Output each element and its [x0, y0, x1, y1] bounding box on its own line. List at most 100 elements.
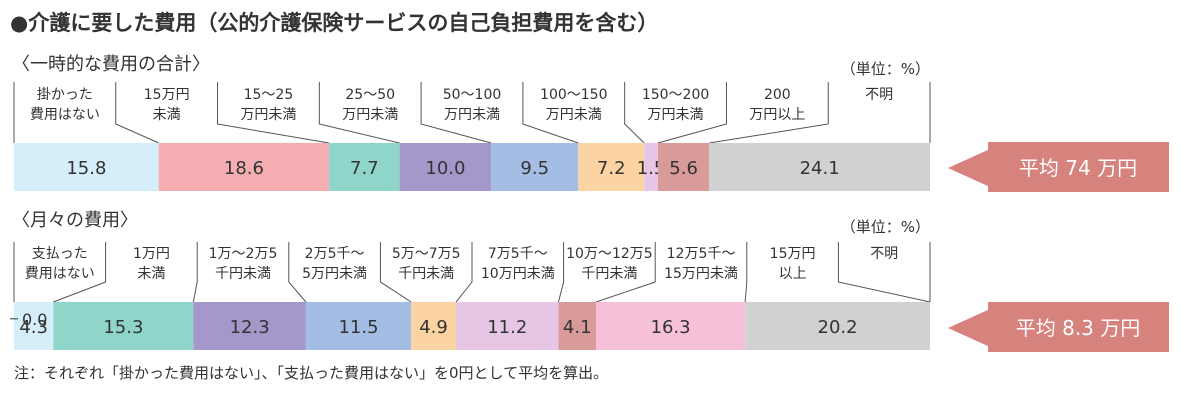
chart-title: ●介護に要した費用（公的介護保険サービスの自己負担費用を含む）: [10, 11, 658, 35]
chart2-category-label: 以上: [779, 266, 807, 282]
chart1-value-label: 15.8: [66, 158, 106, 179]
chart2-category-label: 5万円未満: [302, 266, 367, 282]
chart2-category-label: 15万円: [770, 246, 816, 262]
chart2-bar-segment: [595, 302, 746, 350]
chart2-bar-segment: [14, 302, 54, 350]
chart1-value-label: 7.7: [350, 158, 379, 179]
chart1-value-label: 9.5: [520, 158, 549, 179]
chart1-separator-line: [709, 82, 829, 144]
chart2-subtitle: 〈月々の費用〉: [12, 210, 138, 231]
chart2-bar-segment: [305, 302, 412, 350]
chart2-category-label: 7万5千～: [488, 246, 548, 262]
chart1-category-label: 不明: [865, 87, 893, 103]
chart2-value-label: 4.3: [19, 317, 48, 338]
chart2-separator-line: [379, 242, 412, 303]
chart2-category-label: 12万5千～: [667, 246, 736, 262]
chart1-value-label: 24.1: [800, 158, 840, 179]
chart2-value-label: 4.9: [419, 317, 448, 338]
chart2-separator-line: [837, 242, 931, 303]
chart1-separator-line: [624, 82, 645, 144]
chart2-category-label: 千円未満: [398, 266, 454, 282]
chart2-value-label: 11.5: [338, 317, 378, 338]
chart1-category-label: 未満: [153, 107, 181, 123]
chart1-value-label: 10.0: [425, 158, 465, 179]
chart2-bar-segment: [745, 302, 930, 350]
chart1-bar-segment: [578, 143, 645, 191]
chart2-separator-line: [595, 242, 656, 303]
chart1-separator-line: [115, 82, 159, 144]
chart1-unit: （単位：%）: [841, 60, 930, 78]
chart1-category-label: 25～50: [345, 87, 395, 103]
chart1-separator-line: [217, 82, 330, 144]
chart2-separator-line: [192, 242, 198, 303]
chart2-unit: （単位：%）: [841, 218, 930, 236]
chart2-value-label: 12.3: [230, 317, 270, 338]
chart2-separator-line: [288, 242, 307, 303]
chart1-category-label: 150～200: [642, 87, 709, 103]
chart2-average-label: 平均 8.3 万円: [1016, 316, 1141, 340]
chart2-value-label: 11.2: [487, 317, 527, 338]
chart2-category-label: 不明: [870, 246, 898, 262]
chart2-bar-segment: [455, 302, 559, 350]
chart1-bar-segment: [158, 143, 330, 191]
chart1-separator-line: [420, 82, 492, 144]
chart1-category-label: 万円未満: [444, 107, 500, 123]
chart2-bar-segment: [558, 302, 596, 350]
chart1-category-label: 万円以上: [749, 107, 805, 123]
chart1-plot: 掛かった費用はない 15万円未満 15～25 万円未満 25～50 万円未満 50～100 万…: [13, 82, 931, 191]
chart2-category-label: 10万～12万5: [566, 246, 653, 262]
chart2-category-label: 千円未満: [581, 266, 637, 282]
chart1-category-label: 200: [764, 87, 791, 103]
chart1-bar-segment: [14, 143, 159, 191]
chart1-separator-line: [657, 82, 727, 144]
chart1-average-box: [988, 142, 1169, 192]
chart2-bar-segment: [53, 302, 194, 350]
chart2-category-label: 1万～2万5: [209, 246, 278, 262]
chart2-category-label: 15万円未満: [664, 266, 738, 282]
chart-note: 注：それぞれ「掛かった費用はない」、「支払った費用はない」を0円として平均を算出…: [14, 364, 608, 382]
chart1-category-label: 万円未満: [240, 107, 296, 123]
chart1-value-label: 5.6: [669, 158, 698, 179]
chart2-bar-segment: [411, 302, 456, 350]
chart2-separator-line: [557, 242, 565, 303]
chart1-bar-segment: [399, 143, 492, 191]
chart2-separator-line: [53, 242, 107, 303]
chart2-category-label: 2万5千～: [305, 246, 365, 262]
chart1-category-label: 50～100: [443, 87, 502, 103]
chart2-value-label: 15.3: [103, 317, 143, 338]
chart2-category-label: 千円未満: [215, 266, 271, 282]
chart1-category-label: 万円未満: [648, 107, 704, 123]
chart2-category-label: 1万円: [133, 246, 170, 262]
chart2-category-label: 10万円未満: [481, 266, 555, 282]
chart1-bar-segment: [657, 143, 710, 191]
chart1-category-label: 掛かった: [37, 87, 93, 103]
chart2-separator-line: [455, 242, 473, 303]
chart1-category-label: 万円未満: [546, 107, 602, 123]
chart1-value-label: 7.2: [597, 158, 626, 179]
chart1-average-arrow: [948, 149, 990, 187]
chart1-bar-segment: [329, 143, 400, 191]
chart1-category-label: 費用はない: [30, 107, 100, 123]
chart1-average-label: 平均 74 万円: [1019, 156, 1137, 180]
chart2-value-label: 16.3: [651, 317, 691, 338]
chart2-category-label: 未満: [137, 266, 165, 282]
chart1-bar-segment: [644, 143, 658, 191]
chart2-bar-segment: [193, 302, 306, 350]
chart1-category-label: 15～25: [244, 87, 294, 103]
chart1-category-label: 100～150: [540, 87, 607, 103]
chart2-category-label: 支払った: [32, 246, 88, 262]
chart2-value-label: 20.2: [818, 317, 858, 338]
chart1-category-label: 万円未満: [342, 107, 398, 123]
chart2-category-label: 費用はない: [25, 266, 95, 282]
chart2-average-box: [988, 302, 1169, 352]
chart2-separator-line: [744, 242, 748, 303]
chart1-subtitle: 〈一時的な費用の合計〉: [12, 54, 210, 75]
chart1-bar-segment: [709, 143, 930, 191]
chart2-zero-label: 0.0: [22, 310, 47, 329]
chart1-value-label: 18.6: [224, 158, 264, 179]
chart1-bar-segment: [491, 143, 579, 191]
chart2-average-arrow: [948, 309, 990, 347]
chart1-category-label: 15万円: [144, 87, 190, 103]
chart2-value-label: 4.1: [563, 317, 592, 338]
